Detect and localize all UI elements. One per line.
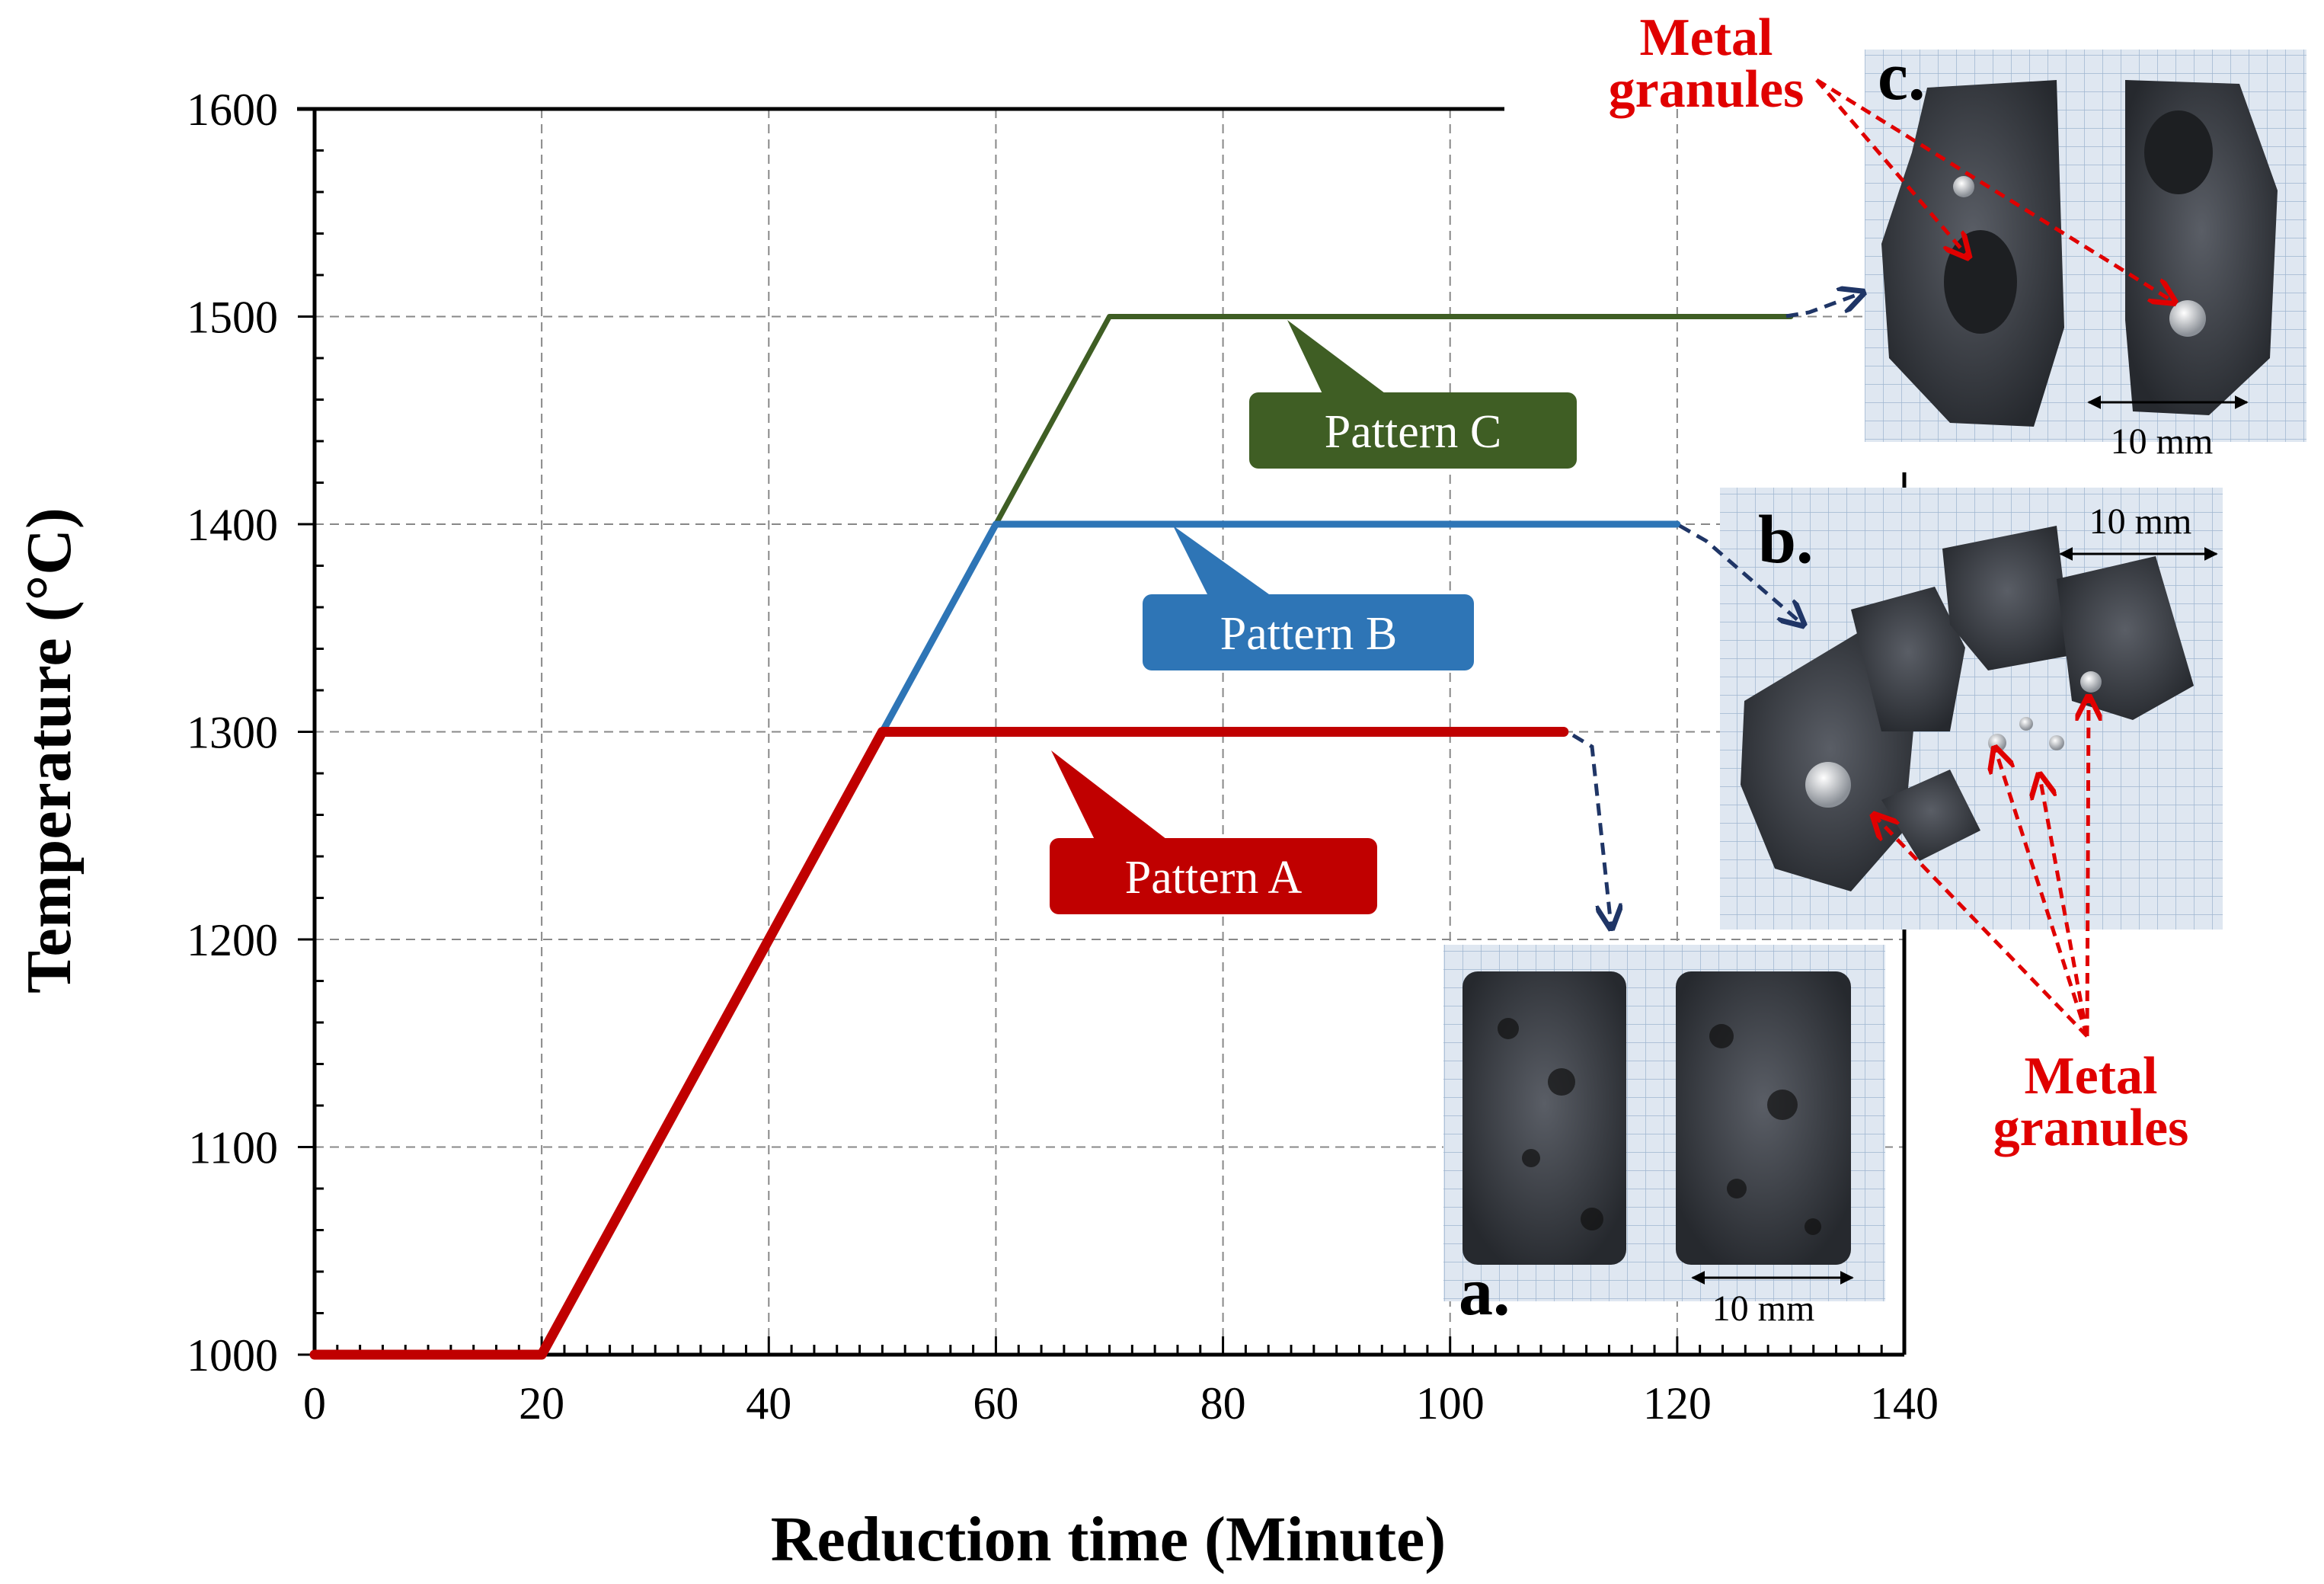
series-line-pattern-a [309, 727, 1569, 1360]
pattern-c-callout: Pattern C [1249, 320, 1577, 469]
y-tick-label: 1000 [187, 1330, 278, 1381]
photo-c-letter: c. [1878, 39, 1925, 114]
metal-granules-label-bottom: Metal granules [1993, 1047, 2189, 1157]
x-tick-label: 60 [973, 1378, 1018, 1429]
series-lines [309, 314, 1794, 1360]
x-tick-label: 80 [1200, 1378, 1246, 1429]
y-tick-label: 1400 [187, 500, 278, 550]
y-tick-label: 1600 [187, 85, 278, 135]
metal-granules-label-top: Metal granules [1609, 8, 1805, 119]
x-tick-label: 20 [519, 1378, 564, 1429]
scale-label-b: 10 mm [2089, 501, 2192, 542]
tick-labels: 0 20 40 60 80 100 120 140 1000 1100 1200 1300 1400 15… [187, 85, 1939, 1429]
photo-b-letter: b. [1758, 502, 1814, 578]
photo-a-letter: a. [1459, 1254, 1510, 1330]
svg-text:granules: granules [1609, 60, 1805, 119]
photo-b: 10 mm b. [1720, 488, 2223, 930]
svg-text:Metal: Metal [1640, 8, 1773, 67]
photo-a: 10 mm a. [1443, 945, 1885, 1330]
svg-text:granules: granules [1993, 1099, 2189, 1157]
svg-text:Metal: Metal [2025, 1047, 2158, 1106]
y-tick-label: 1300 [187, 708, 278, 758]
pattern-to-photo-arrows [1571, 293, 1861, 926]
x-axis-title: Reduction time (Minute) [771, 1504, 1447, 1575]
metal-granule-arrows [1815, 78, 2172, 1038]
x-tick-label: 120 [1643, 1378, 1712, 1429]
scale-label-c: 10 mm [2111, 421, 2214, 462]
photo-c: 10 mm c. [1865, 39, 2306, 462]
x-tick-label: 40 [746, 1378, 791, 1429]
arrow-pattern-b-to-photo-b [1678, 523, 1801, 623]
x-tick-label: 100 [1416, 1378, 1485, 1429]
pattern-c-label: Pattern C [1325, 406, 1501, 458]
y-axis-title: Temperature (°C) [14, 507, 85, 994]
y-tick-label: 1500 [187, 293, 278, 343]
pattern-b-label: Pattern B [1220, 608, 1397, 660]
arrow-pattern-c-to-photo-c [1785, 293, 1861, 318]
pattern-b-callout: Pattern B [1143, 526, 1474, 670]
y-tick-label: 1100 [188, 1123, 278, 1173]
x-tick-label: 0 [303, 1378, 326, 1429]
y-tick-label: 1200 [187, 915, 278, 965]
pattern-a-callout: Pattern A [1050, 750, 1377, 914]
arrow-pattern-a-to-photo-a [1571, 733, 1611, 926]
scale-label-a: 10 mm [1712, 1288, 1815, 1329]
pattern-a-label: Pattern A [1125, 852, 1303, 904]
x-tick-label: 140 [1870, 1378, 1939, 1429]
